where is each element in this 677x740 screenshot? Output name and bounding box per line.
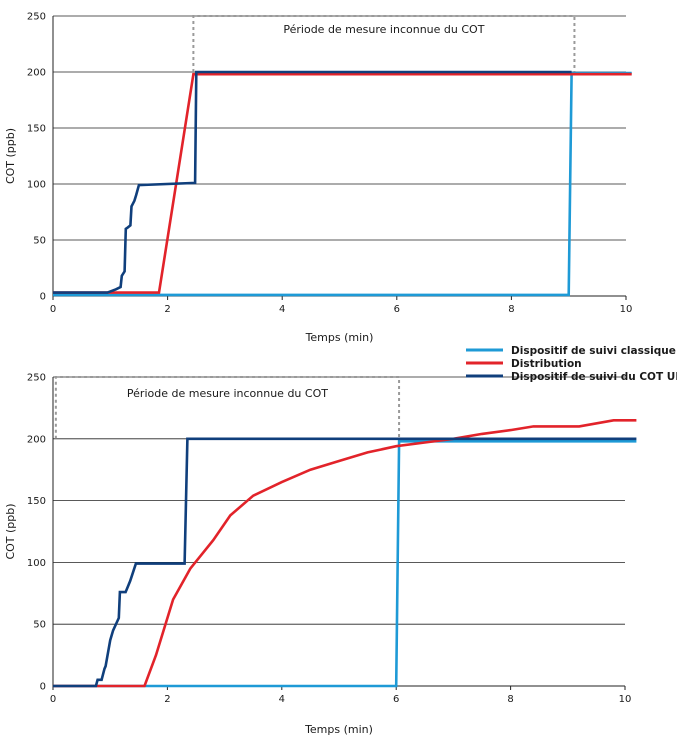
legend-label: Dispositif de suivi classique (511, 345, 676, 357)
x-tick-label: 10 (619, 694, 632, 705)
x-tick-label: 0 (50, 304, 56, 315)
x-axis-title: Temps (min) (304, 723, 373, 736)
unknown-period-bracket (192, 15, 576, 72)
x-tick-label: 8 (507, 694, 513, 705)
series-line-1 (53, 439, 637, 688)
series-line-2 (53, 72, 632, 294)
chart-1: 0 50 100 150 200 250 0 2 4 6 8 10 Temps (min) COT (pp… (4, 12, 632, 345)
y-tick-label: 150 (27, 124, 46, 135)
x-axis-title: Temps (min) (305, 331, 374, 344)
y-tick-label: 50 (33, 620, 46, 631)
chart-2: 0 50 100 150 200 250 0 2 4 6 8 10 Temps (min) COT (pp… (4, 373, 637, 736)
legend-label: Distribution (511, 358, 582, 370)
y-tick-label: 150 (27, 496, 46, 507)
y-tick-label: 250 (27, 373, 46, 384)
x-tick-label: 2 (164, 694, 170, 705)
legend-label: Dispositif de suivi du COT UPW (511, 371, 677, 383)
x-tick-label: 10 (620, 304, 633, 315)
y-tick-label: 0 (40, 682, 46, 693)
y-tick-label: 250 (27, 12, 46, 23)
unknown-period-bracket (54, 376, 401, 439)
y-axis-title: COT (ppb) (4, 128, 17, 184)
x-tick-label: 6 (393, 694, 399, 705)
y-axis-title: COT (ppb) (4, 503, 17, 559)
y-tick-label: 200 (27, 68, 46, 79)
x-tick-label: 8 (508, 304, 514, 315)
y-tick-label: 200 (27, 434, 46, 445)
unknown-period-label: Période de mesure inconnue du COT (283, 23, 484, 36)
series-line-3 (53, 70, 572, 294)
x-tick-label: 4 (279, 304, 285, 315)
y-tick-label: 100 (27, 180, 46, 191)
unknown-period-label: Période de mesure inconnue du COT (127, 387, 328, 400)
y-tick-label: 0 (40, 292, 46, 303)
y-tick-label: 50 (33, 236, 46, 247)
series-line-2 (53, 418, 637, 688)
x-tick-label: 4 (279, 694, 285, 705)
legend: Dispositif de suivi classiqueDistributio… (466, 345, 677, 383)
y-tick-label: 100 (27, 558, 46, 569)
x-tick-label: 6 (394, 304, 400, 315)
x-tick-label: 2 (164, 304, 170, 315)
series-line-3 (53, 437, 637, 688)
x-tick-label: 0 (50, 694, 56, 705)
